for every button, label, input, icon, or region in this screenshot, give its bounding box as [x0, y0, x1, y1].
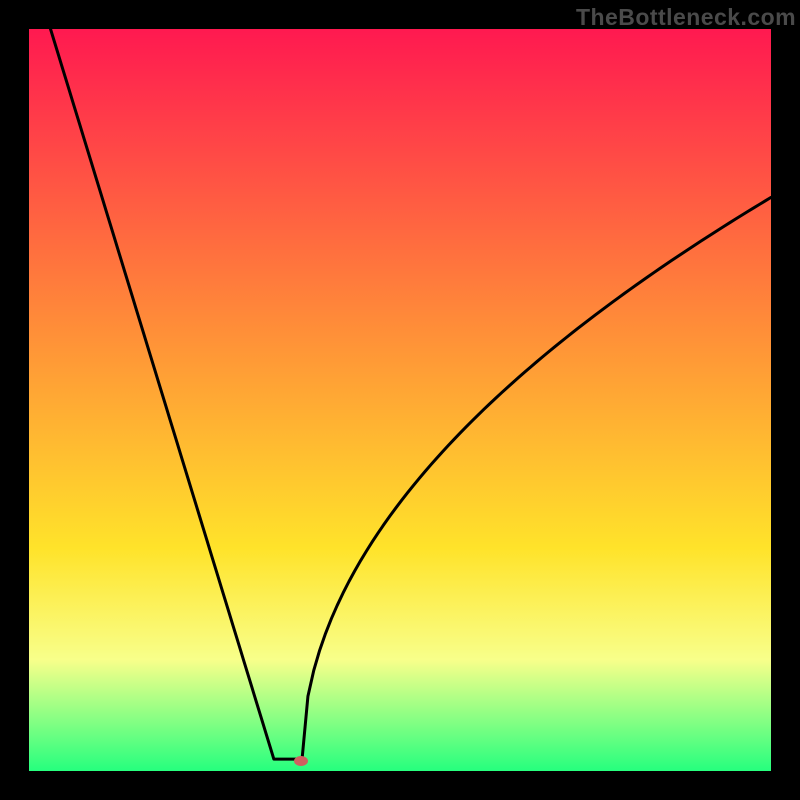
bottleneck-plot: TheBottleneck.com: [0, 0, 800, 800]
minimum-marker: [294, 756, 308, 766]
bottleneck-curve: [29, 29, 771, 771]
watermark: TheBottleneck.com: [576, 4, 796, 31]
plot-area: [29, 29, 771, 771]
